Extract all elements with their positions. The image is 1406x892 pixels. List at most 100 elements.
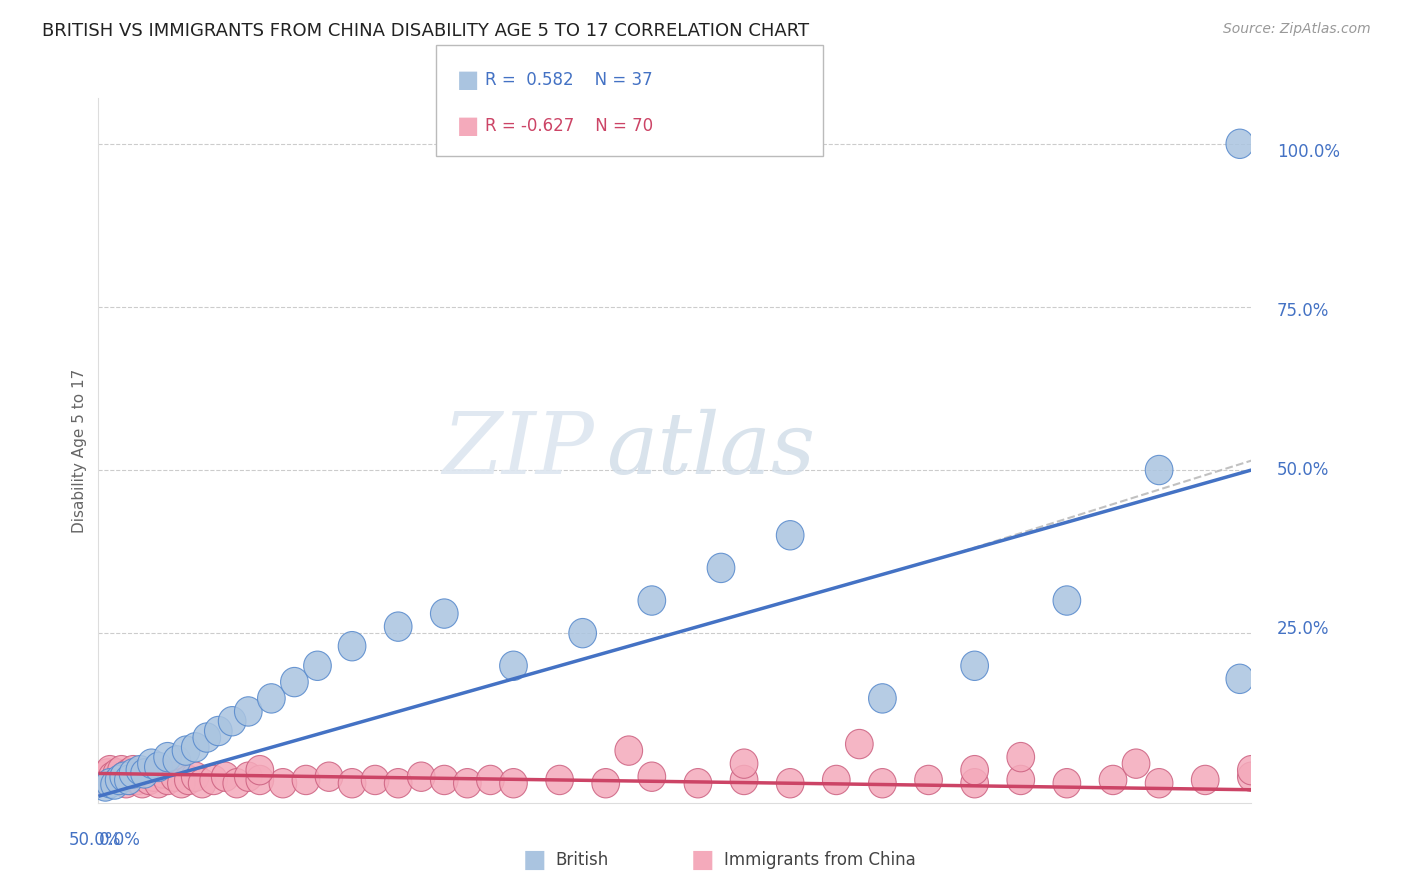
Ellipse shape: [730, 765, 758, 795]
Ellipse shape: [960, 756, 988, 785]
Ellipse shape: [546, 765, 574, 795]
Ellipse shape: [163, 746, 191, 775]
Text: ■: ■: [457, 68, 479, 92]
Ellipse shape: [110, 762, 138, 791]
Ellipse shape: [174, 765, 202, 795]
Ellipse shape: [1122, 749, 1150, 779]
Text: R =  0.582    N = 37: R = 0.582 N = 37: [485, 70, 652, 89]
Text: 75.0%: 75.0%: [1277, 301, 1329, 319]
Ellipse shape: [638, 762, 665, 791]
Ellipse shape: [384, 612, 412, 641]
Text: British: British: [555, 851, 609, 869]
Ellipse shape: [87, 765, 114, 795]
Ellipse shape: [960, 651, 988, 681]
Text: ■: ■: [457, 114, 479, 138]
Ellipse shape: [246, 765, 274, 795]
Ellipse shape: [121, 762, 149, 791]
Ellipse shape: [96, 769, 124, 798]
Ellipse shape: [869, 684, 896, 713]
Text: 50.0%: 50.0%: [69, 831, 121, 849]
Text: ■: ■: [523, 848, 546, 871]
Ellipse shape: [730, 749, 758, 779]
Ellipse shape: [269, 769, 297, 798]
Ellipse shape: [776, 521, 804, 550]
Ellipse shape: [89, 762, 117, 791]
Ellipse shape: [141, 762, 167, 791]
Y-axis label: Disability Age 5 to 17: Disability Age 5 to 17: [72, 368, 87, 533]
Text: R = -0.627    N = 70: R = -0.627 N = 70: [485, 117, 654, 135]
Ellipse shape: [499, 651, 527, 681]
Text: 25.0%: 25.0%: [1277, 620, 1329, 638]
Ellipse shape: [1146, 769, 1173, 798]
Ellipse shape: [1146, 455, 1173, 484]
Ellipse shape: [124, 765, 152, 795]
Ellipse shape: [339, 769, 366, 798]
Text: 50.0%: 50.0%: [1277, 460, 1329, 478]
Ellipse shape: [1053, 586, 1081, 615]
Ellipse shape: [145, 769, 172, 798]
Ellipse shape: [91, 765, 120, 795]
Ellipse shape: [145, 752, 172, 781]
Ellipse shape: [172, 736, 200, 765]
Ellipse shape: [1007, 765, 1035, 795]
Ellipse shape: [98, 762, 127, 791]
Ellipse shape: [105, 765, 134, 795]
Ellipse shape: [127, 756, 153, 785]
Text: ■: ■: [692, 848, 714, 871]
Ellipse shape: [211, 762, 239, 791]
Ellipse shape: [707, 553, 735, 582]
Ellipse shape: [204, 716, 232, 746]
Text: 0.0%: 0.0%: [98, 831, 141, 849]
Ellipse shape: [315, 762, 343, 791]
Ellipse shape: [153, 742, 181, 772]
Ellipse shape: [638, 586, 665, 615]
Ellipse shape: [823, 765, 851, 795]
Ellipse shape: [117, 765, 145, 795]
Ellipse shape: [131, 759, 159, 789]
Ellipse shape: [149, 759, 177, 789]
Ellipse shape: [915, 765, 942, 795]
Ellipse shape: [120, 756, 146, 785]
Ellipse shape: [292, 765, 319, 795]
Ellipse shape: [101, 765, 128, 795]
Ellipse shape: [181, 762, 209, 791]
Ellipse shape: [430, 765, 458, 795]
Ellipse shape: [592, 769, 620, 798]
Text: ZIP: ZIP: [443, 409, 595, 491]
Ellipse shape: [193, 723, 221, 752]
Ellipse shape: [1237, 762, 1265, 791]
Ellipse shape: [1226, 665, 1254, 693]
Ellipse shape: [135, 765, 163, 795]
Ellipse shape: [1191, 765, 1219, 795]
Ellipse shape: [1226, 129, 1254, 159]
Ellipse shape: [128, 769, 156, 798]
Ellipse shape: [569, 618, 596, 648]
Ellipse shape: [1053, 769, 1081, 798]
Ellipse shape: [131, 759, 159, 789]
Ellipse shape: [869, 769, 896, 798]
Ellipse shape: [91, 772, 120, 801]
Ellipse shape: [257, 684, 285, 713]
Ellipse shape: [188, 769, 217, 798]
Ellipse shape: [96, 756, 124, 785]
Ellipse shape: [384, 769, 412, 798]
Ellipse shape: [454, 769, 481, 798]
Ellipse shape: [181, 732, 209, 762]
Ellipse shape: [94, 759, 121, 789]
Ellipse shape: [1099, 765, 1126, 795]
Ellipse shape: [103, 759, 131, 789]
Ellipse shape: [114, 765, 142, 795]
Ellipse shape: [160, 762, 188, 791]
Ellipse shape: [114, 759, 142, 789]
Ellipse shape: [101, 770, 128, 799]
Ellipse shape: [361, 765, 389, 795]
Ellipse shape: [200, 765, 228, 795]
Ellipse shape: [153, 765, 181, 795]
Ellipse shape: [108, 756, 135, 785]
Ellipse shape: [281, 667, 308, 697]
Ellipse shape: [167, 769, 195, 798]
Ellipse shape: [235, 697, 262, 726]
Text: atlas: atlas: [606, 409, 815, 491]
Ellipse shape: [339, 632, 366, 661]
Ellipse shape: [120, 759, 146, 789]
